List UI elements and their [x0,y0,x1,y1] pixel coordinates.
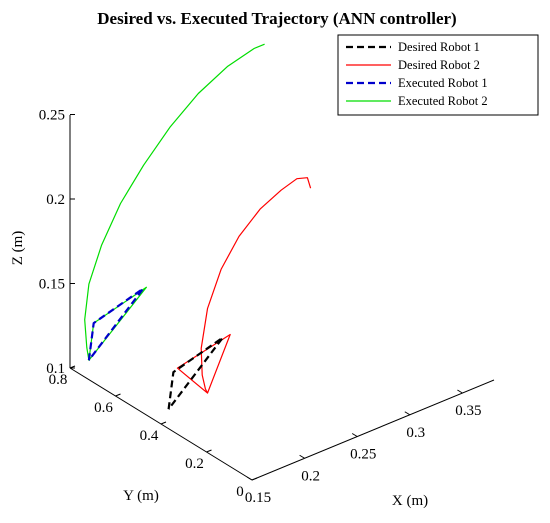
x-tick-label: 0.3 [406,425,425,441]
series-line-desired-robot-2 [176,177,312,394]
x-tick-mark [299,454,305,459]
chart-title: Desired vs. Executed Trajectory (ANN con… [97,9,456,28]
z-tick-label: 0.25 [39,108,65,124]
y-tick-label: 0.8 [49,372,68,388]
y-tick-label: 0 [236,484,244,500]
legend-label: Desired Robot 1 [398,40,480,54]
series-line-desired-robot-1 [167,336,224,410]
y-tick-label: 0.2 [185,456,204,472]
axes [69,115,495,481]
x-axis-label: X (m) [392,493,428,509]
legend-box [337,34,539,116]
legend-items: Desired Robot 1 Desired Robot 2 Executed R… [346,40,488,108]
legend-label: Executed Robot 1 [398,76,488,90]
legend: Desired Robot 1 Desired Robot 2 Executed R… [337,34,539,116]
series-line-executed-robot-1 [87,287,145,361]
tick-group: 0.15 0.2 0.25 0.3 0.35 0 0.2 0.4 0.6 0.80.1 0.15 0.… [39,108,482,507]
x-tick-mark [457,389,463,394]
z-tick-label: 0.15 [39,277,65,293]
x-tick-mark [246,476,253,481]
series-layer [84,43,312,410]
legend-label: Executed Robot 2 [398,94,488,108]
legend-label: Desired Robot 2 [398,58,480,72]
y-tick-mark [206,449,212,453]
x-tick-label: 0.15 [245,490,271,506]
y-tick-mark [160,421,167,425]
z-tick-label: 0.2 [46,192,65,208]
x-tick-mark [404,411,411,416]
x-tick-label: 0.35 [455,403,481,419]
y-tick-mark [115,393,121,397]
x-tick-label: 0.25 [350,447,376,463]
y-tick-mark [251,477,258,481]
z-axis-label: Z (m) [10,231,26,266]
y-tick-label: 0.4 [140,428,159,444]
series-line-executed-robot-2 [84,43,265,361]
y-axis-label: Y (m) [123,488,159,504]
x-tick-label: 0.2 [301,468,320,484]
x-tick-mark [351,433,358,437]
z-tick-label: 0.1 [46,361,65,377]
y-tick-label: 0.6 [94,400,113,416]
x-axis-line [251,379,495,481]
